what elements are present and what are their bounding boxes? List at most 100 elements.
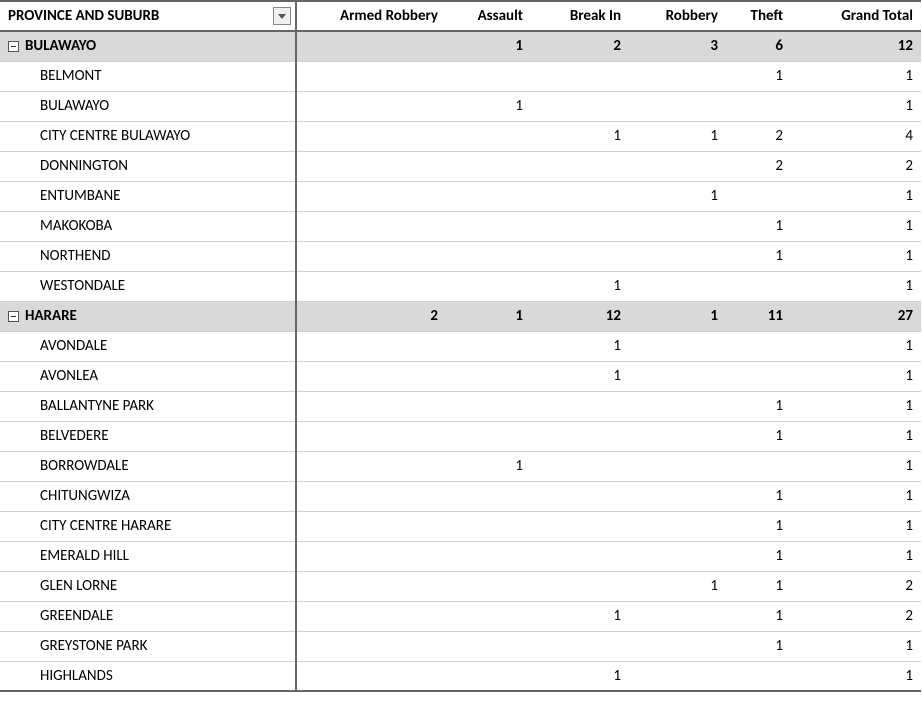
collapse-icon[interactable] <box>8 41 19 52</box>
group-row: HARARE211211127 <box>0 301 921 331</box>
cell-value: 1 <box>629 181 726 211</box>
cell-value <box>531 391 629 421</box>
cell-value: 1 <box>531 271 629 301</box>
suburb-label[interactable]: BULAWAYO <box>0 91 296 121</box>
cell-value: 2 <box>791 601 921 631</box>
cell-value: 1 <box>791 61 921 91</box>
collapse-icon[interactable] <box>8 311 19 322</box>
column-header[interactable]: Armed Robbery <box>296 1 446 31</box>
suburb-label[interactable]: CITY CENTRE HARARE <box>0 511 296 541</box>
cell-value <box>531 61 629 91</box>
table-row: DONNINGTON22 <box>0 151 921 181</box>
cell-value <box>629 511 726 541</box>
cell-value <box>296 211 446 241</box>
suburb-label[interactable]: BALLANTYNE PARK <box>0 391 296 421</box>
cell-value <box>629 91 726 121</box>
table-row: EMERALD HILL11 <box>0 541 921 571</box>
cell-value <box>446 391 531 421</box>
group-label[interactable]: BULAWAYO <box>0 31 296 61</box>
cell-value: 1 <box>791 391 921 421</box>
cell-value: 1 <box>726 211 791 241</box>
suburb-label[interactable]: GLEN LORNE <box>0 571 296 601</box>
cell-value <box>629 391 726 421</box>
cell-value: 1 <box>791 511 921 541</box>
table-row: CITY CENTRE BULAWAYO1124 <box>0 121 921 151</box>
suburb-label[interactable]: EMERALD HILL <box>0 541 296 571</box>
pivot-body: BULAWAYO123612BELMONT11BULAWAYO11CITY CE… <box>0 31 921 691</box>
suburb-label[interactable]: WESTONDALE <box>0 271 296 301</box>
suburb-label[interactable]: GREYSTONE PARK <box>0 631 296 661</box>
cell-value <box>629 211 726 241</box>
column-header[interactable]: Assault <box>446 1 531 31</box>
filter-dropdown-button[interactable] <box>273 7 291 25</box>
suburb-label[interactable]: HIGHLANDS <box>0 661 296 691</box>
suburb-label[interactable]: GREENDALE <box>0 601 296 631</box>
cell-value <box>531 481 629 511</box>
suburb-label[interactable]: DONNINGTON <box>0 151 296 181</box>
cell-value <box>629 541 726 571</box>
table-row: BELMONT 11 <box>0 61 921 91</box>
cell-value <box>296 91 446 121</box>
cell-value <box>296 151 446 181</box>
table-row: GREYSTONE PARK11 <box>0 631 921 661</box>
suburb-label[interactable]: CITY CENTRE BULAWAYO <box>0 121 296 151</box>
cell-value: 1 <box>791 181 921 211</box>
cell-value <box>629 661 726 691</box>
cell-value <box>446 421 531 451</box>
suburb-label[interactable]: CHITUNGWIZA <box>0 481 296 511</box>
suburb-label[interactable]: MAKOKOBA <box>0 211 296 241</box>
group-name: HARARE <box>25 307 77 325</box>
column-header[interactable]: Grand Total <box>791 1 921 31</box>
table-row: CHITUNGWIZA11 <box>0 481 921 511</box>
suburb-label[interactable]: BELVEDERE <box>0 421 296 451</box>
cell-value <box>296 541 446 571</box>
cell-value <box>296 601 446 631</box>
table-row: CITY CENTRE HARARE 11 <box>0 511 921 541</box>
cell-value <box>531 181 629 211</box>
suburb-label[interactable]: BORROWDALE <box>0 451 296 481</box>
cell-value <box>296 331 446 361</box>
column-header[interactable]: Robbery <box>629 1 726 31</box>
cell-value: 1 <box>531 661 629 691</box>
cell-value: 1 <box>629 301 726 331</box>
suburb-label[interactable]: NORTHEND <box>0 241 296 271</box>
cell-value <box>531 151 629 181</box>
cell-value: 1 <box>531 361 629 391</box>
cell-value: 1 <box>446 91 531 121</box>
suburb-label[interactable]: AVONLEA <box>0 361 296 391</box>
cell-value: 1 <box>791 331 921 361</box>
cell-value: 2 <box>791 571 921 601</box>
cell-value: 1 <box>791 211 921 241</box>
cell-value <box>446 661 531 691</box>
cell-value <box>629 451 726 481</box>
cell-value <box>446 331 531 361</box>
cell-value <box>446 541 531 571</box>
row-field-header[interactable]: PROVINCE AND SUBURB <box>0 1 296 31</box>
cell-value: 1 <box>726 511 791 541</box>
cell-value <box>446 241 531 271</box>
cell-value <box>296 361 446 391</box>
cell-value: 1 <box>726 481 791 511</box>
cell-value <box>726 271 791 301</box>
column-header[interactable]: Theft <box>726 1 791 31</box>
cell-value <box>296 451 446 481</box>
group-row: BULAWAYO123612 <box>0 31 921 61</box>
cell-value <box>629 241 726 271</box>
cell-value <box>296 61 446 91</box>
cell-value <box>726 331 791 361</box>
suburb-label[interactable]: AVONDALE <box>0 331 296 361</box>
cell-value: 1 <box>726 61 791 91</box>
cell-value <box>296 511 446 541</box>
group-label[interactable]: HARARE <box>0 301 296 331</box>
cell-value <box>726 181 791 211</box>
cell-value: 1 <box>531 601 629 631</box>
cell-value <box>531 631 629 661</box>
cell-value: 1 <box>446 301 531 331</box>
column-header[interactable]: Break In <box>531 1 629 31</box>
cell-value <box>296 181 446 211</box>
cell-value: 2 <box>531 31 629 61</box>
cell-value <box>446 211 531 241</box>
cell-value <box>446 361 531 391</box>
suburb-label[interactable]: ENTUMBANE <box>0 181 296 211</box>
suburb-label[interactable]: BELMONT <box>0 61 296 91</box>
